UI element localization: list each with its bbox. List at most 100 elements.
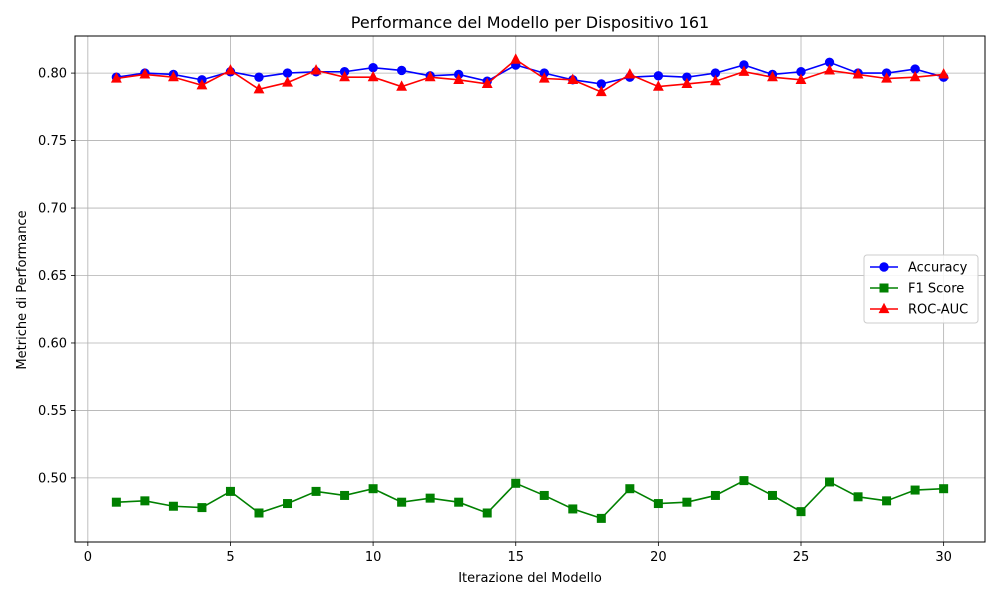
legend-marker-accuracy [879,262,889,272]
data-point-accuracy [368,63,378,73]
x-axis-ticks: 0 5 10 15 20 25 30 [84,542,952,565]
legend-box [863,254,979,324]
data-point-roc-auc [681,77,693,89]
data-point-f1-score [853,492,863,502]
x-tick-label: 25 [793,550,810,565]
data-point-f1-score [596,513,606,523]
data-point-f1-score [939,484,949,494]
data-point-roc-auc [253,83,265,94]
legend-marker-roc-auc [878,302,890,314]
data-point-roc-auc [624,68,636,79]
series-line-f1-score [116,479,944,520]
y-tick-label: 0.60 [38,336,67,351]
data-point-f1-score [482,508,492,518]
data-point-roc-auc [481,77,493,89]
data-point-f1-score [796,507,806,517]
data-point-f1-score [882,496,892,506]
series-line-roc-auc [116,58,944,93]
data-point-f1-score [767,490,777,500]
legend-label-f1-score: F1 Score [908,282,964,297]
y-tick-label: 0.55 [38,404,67,419]
data-point-f1-score [825,477,835,487]
data-point-accuracy [282,68,293,78]
series-layer [110,53,950,523]
data-point-f1-score [225,486,235,496]
y-tick-label: 0.70 [38,202,67,217]
data-point-f1-score [739,476,749,486]
data-point-roc-auc [795,73,807,84]
data-point-roc-auc [709,74,721,86]
y-axis-ticks: 0.50 0.55 0.60 0.65 0.70 0.75 0.80 [38,67,75,486]
x-tick-label: 20 [650,550,667,565]
y-tick-label: 0.50 [38,471,67,486]
data-point-f1-score [111,497,121,507]
data-point-roc-auc [225,64,236,75]
data-point-roc-auc [738,65,750,76]
data-point-roc-auc [938,68,950,79]
legend: Accuracy F1 Score ROC-AUC [863,254,979,324]
data-point-f1-score [254,508,264,518]
data-point-f1-score [425,493,435,503]
data-point-f1-score [511,478,521,488]
data-point-roc-auc [110,72,122,83]
legend-marker-f1-score [879,283,889,293]
x-tick-label: 15 [507,550,524,565]
data-point-roc-auc [652,80,664,91]
data-point-f1-score [568,504,578,514]
data-point-roc-auc [538,72,550,83]
x-tick-label: 30 [935,550,952,565]
data-point-roc-auc [567,73,579,84]
data-point-roc-auc [767,70,778,82]
data-point-accuracy [653,71,664,81]
data-point-roc-auc [595,85,607,97]
data-point-f1-score [311,486,321,496]
data-point-f1-score [910,485,920,495]
data-point-accuracy [254,72,264,82]
legend-label-roc-auc: ROC-AUC [908,303,968,318]
data-point-f1-score [539,490,549,500]
data-point-f1-score [653,499,663,509]
data-point-accuracy [396,65,407,76]
data-point-f1-score [710,490,720,500]
data-point-roc-auc [196,78,208,90]
y-axis-label: Metriche di Performance [15,210,30,369]
data-point-roc-auc [424,70,436,82]
data-point-f1-score [197,503,207,513]
y-tick-label: 0.80 [38,67,67,82]
x-axis-label: Iterazione del Modello [458,571,602,586]
series-f1-score [111,476,949,523]
data-point-roc-auc [339,70,351,82]
data-point-f1-score [168,501,178,511]
chart-title: Performance del Modello per Dispositivo … [351,13,709,32]
series-roc-auc [110,53,950,97]
data-point-f1-score [368,484,378,494]
data-point-roc-auc [167,70,179,82]
data-point-f1-score [625,484,635,494]
legend-label-accuracy: Accuracy [908,261,968,276]
y-tick-label: 0.65 [38,269,67,284]
grid-lines [75,36,985,542]
data-point-f1-score [340,490,350,500]
data-point-roc-auc [310,64,322,75]
x-tick-label: 5 [226,550,234,565]
data-point-f1-score [454,497,464,507]
data-point-roc-auc [881,72,893,83]
plot-frame [74,35,986,543]
data-point-roc-auc [139,68,151,79]
y-tick-label: 0.75 [38,134,67,149]
data-point-roc-auc [824,64,835,75]
data-point-f1-score [140,496,150,506]
data-point-roc-auc [396,80,408,91]
data-point-f1-score [397,497,407,507]
data-point-roc-auc [909,70,921,82]
x-tick-label: 0 [84,550,92,565]
data-point-roc-auc [852,68,864,79]
data-point-roc-auc [510,53,522,64]
x-tick-label: 10 [365,550,382,565]
data-point-roc-auc [367,70,379,82]
data-point-roc-auc [453,73,465,84]
data-point-f1-score [682,497,692,507]
data-point-roc-auc [282,76,293,87]
data-point-f1-score [283,499,293,509]
